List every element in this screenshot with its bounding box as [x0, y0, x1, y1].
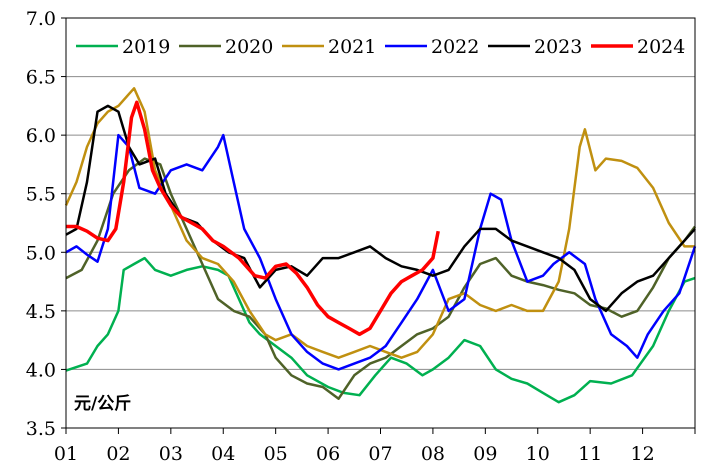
legend-label-2022: 2022: [431, 36, 479, 58]
legend-label-2019: 2019: [122, 36, 170, 58]
legend-label-2021: 2021: [328, 36, 376, 58]
x-tick-label: 07: [368, 443, 392, 465]
y-tick-label: 3.5: [26, 418, 56, 440]
series-line-2023: [65, 104, 696, 313]
x-tick-label: 12: [630, 443, 654, 465]
x-tick-label: 10: [526, 443, 550, 465]
y-tick-label: 5.5: [26, 184, 56, 206]
legend: 2019 2020 2021 2022 2023 2024: [76, 36, 685, 58]
series-line-2021: [64, 87, 695, 359]
x-tick-label: 09: [473, 443, 497, 465]
series-lines: [64, 87, 697, 404]
series-line-2020: [65, 157, 697, 400]
x-tick-label: 11: [578, 443, 602, 465]
x-tick-label: 05: [264, 443, 288, 465]
y-tick-label: 4.0: [26, 359, 56, 381]
y-tick-label: 4.5: [26, 301, 56, 323]
y-tick-label: 5.0: [26, 242, 56, 264]
legend-label-2023: 2023: [534, 36, 582, 58]
unit-label: 元/公斤: [74, 394, 131, 414]
legend-label-2024: 2024: [637, 36, 685, 58]
series-line-2019: [65, 256, 696, 404]
x-tick-label: 04: [211, 443, 235, 465]
x-tick-label: 03: [159, 443, 183, 465]
y-tick-label: 6.0: [26, 125, 56, 147]
y-tick-label: 7.0: [26, 8, 56, 30]
x-tick-label: 02: [106, 443, 130, 465]
plot-area: [65, 17, 696, 429]
x-axis: 01 02 03 04 05 06 07 08 09 10 11 12: [54, 428, 696, 465]
legend-label-2020: 2020: [225, 36, 273, 58]
series-line-2024: [66, 100, 440, 337]
y-axis: 3.5 4.0 4.5 5.0 5.5 6.0 6.5 7.0: [26, 8, 66, 440]
y-tick-label: 6.5: [26, 67, 56, 89]
series-line-2022: [65, 133, 697, 371]
x-tick-label: 01: [54, 443, 78, 465]
x-tick-label: 08: [421, 443, 445, 465]
x-tick-label: 06: [316, 443, 340, 465]
gridlines: [66, 17, 695, 429]
